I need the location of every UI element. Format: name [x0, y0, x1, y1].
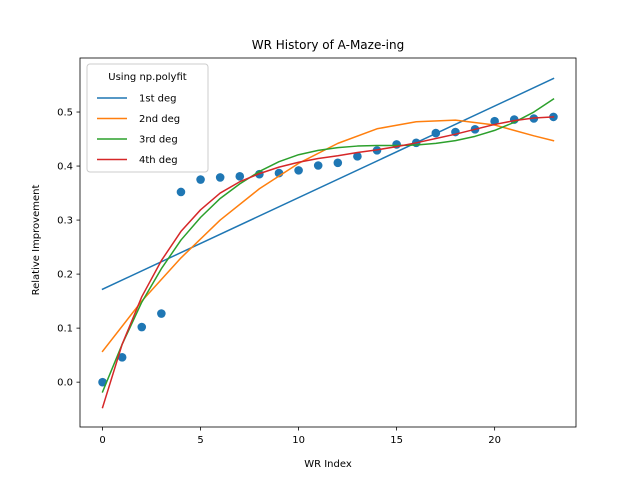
axes-frame	[79, 57, 577, 428]
plot-area: 0 5 10 15 20 0.0 0.1 0.2 0.3 0.4 0.5	[57, 57, 577, 446]
series-line-3rd-deg	[101, 98, 555, 393]
data-point	[353, 152, 362, 161]
data-point	[313, 161, 323, 170]
x-axis-label: WR Index	[304, 459, 352, 470]
y-tick-label: 0.4	[57, 162, 73, 173]
legend-title: Using np.polyfit	[108, 72, 186, 83]
legend-entry-label: 2nd deg	[139, 114, 180, 125]
x-tick-label: 10	[292, 435, 305, 446]
y-tick-label: 0.3	[57, 216, 73, 227]
data-point	[215, 173, 225, 182]
data-point	[294, 166, 303, 175]
data-point	[235, 172, 245, 181]
legend-entry-label: 1st deg	[139, 94, 177, 105]
data-point	[196, 175, 205, 184]
legend: Using np.polyfit 1st deg 2nd deg 3rd deg 4t…	[86, 63, 209, 173]
data-point	[98, 377, 107, 387]
x-tick-label: 20	[488, 435, 501, 446]
x-tick-label: 15	[390, 435, 403, 446]
data-point	[137, 322, 147, 332]
data-point	[157, 309, 166, 318]
legend-entry-label: 4th deg	[139, 155, 178, 166]
fit-lines	[101, 77, 555, 409]
series-line-4th-deg	[101, 116, 555, 409]
y-tick-label: 0.5	[57, 108, 73, 119]
data-point	[176, 187, 186, 197]
y-tick-label: 0.0	[57, 378, 73, 389]
data-point	[333, 158, 343, 168]
legend-entry-label: 3rd deg	[139, 135, 178, 146]
chart-title: WR History of A-Maze-ing	[252, 38, 404, 52]
y-tick-label: 0.1	[57, 324, 73, 335]
x-tick-label: 5	[197, 435, 203, 446]
x-tick-label: 0	[99, 435, 105, 446]
data-point	[117, 353, 127, 362]
y-tick-label: 0.2	[57, 270, 73, 281]
series-line-1st-deg	[101, 77, 555, 291]
legend-box	[86, 63, 209, 173]
y-axis-label: Relative Improvement	[31, 185, 42, 296]
